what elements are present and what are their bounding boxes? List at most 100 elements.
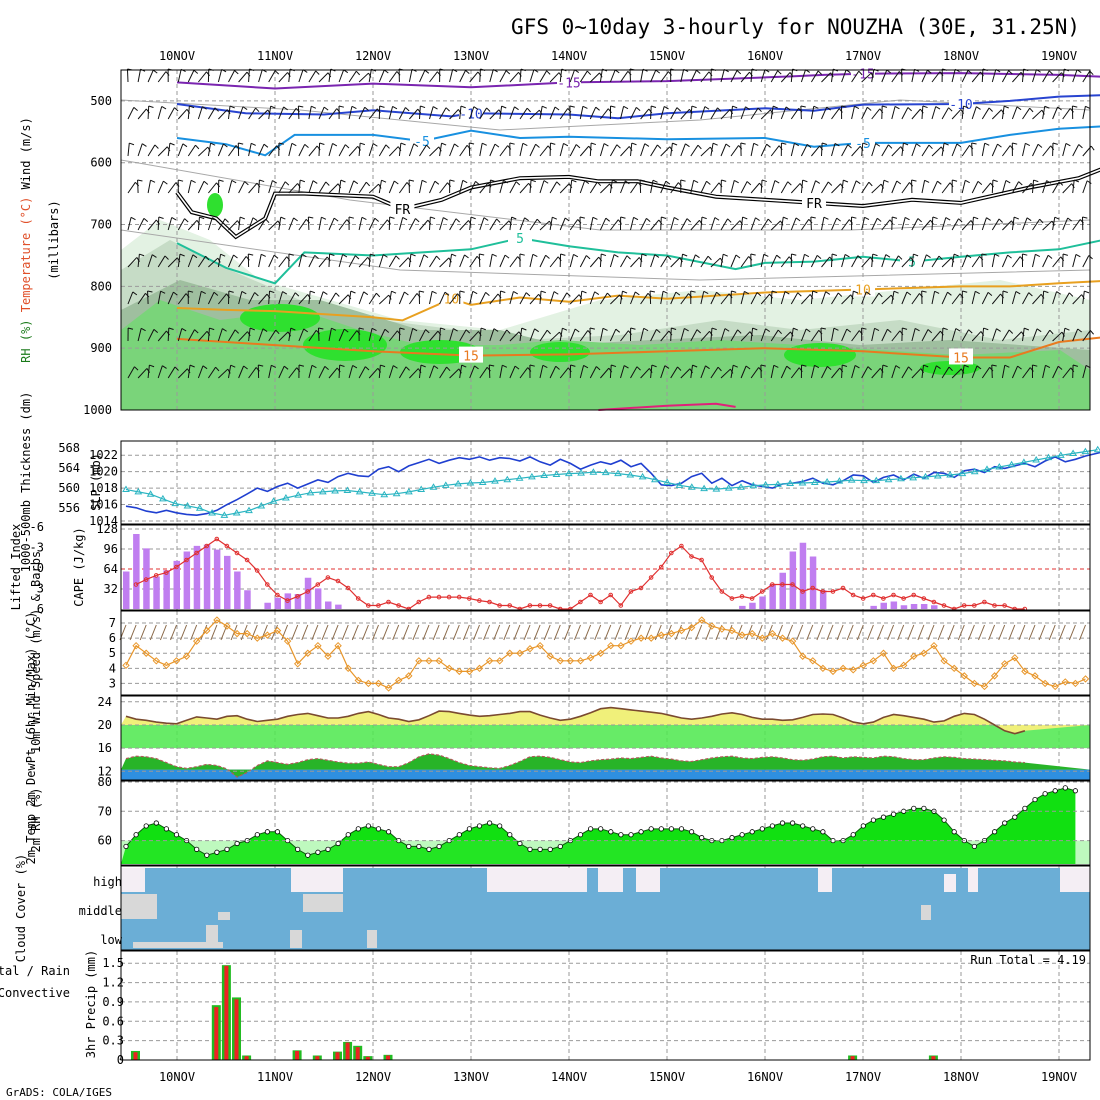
barb-staff bbox=[630, 217, 635, 231]
barb-flag bbox=[1016, 106, 1022, 111]
barb-staff bbox=[459, 290, 461, 305]
barb-flag bbox=[934, 290, 940, 294]
wind-barb-icon bbox=[187, 105, 195, 120]
barb-staff bbox=[981, 217, 987, 231]
wind-speed-point bbox=[283, 637, 292, 645]
wind-barb-icon bbox=[654, 624, 662, 641]
wind-barb-icon bbox=[670, 142, 678, 157]
barb-flag bbox=[877, 217, 882, 222]
barb-flag bbox=[569, 105, 575, 108]
barb-flag bbox=[696, 329, 702, 334]
wind-barb-icon bbox=[609, 105, 616, 120]
barb-flag bbox=[757, 107, 762, 113]
rh2m-point bbox=[658, 826, 664, 832]
barb-flag bbox=[396, 71, 401, 76]
wind-barb-icon bbox=[821, 181, 833, 194]
barb-staff bbox=[529, 180, 532, 194]
cape-bar bbox=[123, 571, 130, 609]
cape-bar bbox=[234, 571, 241, 609]
barb-staff bbox=[1031, 364, 1033, 379]
wind-speed-point bbox=[950, 664, 958, 673]
barb-staff bbox=[901, 68, 903, 83]
barb-staff bbox=[529, 69, 535, 83]
barb-staff bbox=[207, 217, 213, 231]
temperature-contour-label: FR bbox=[806, 197, 822, 212]
barb-flag bbox=[339, 364, 345, 367]
wind-speed-point bbox=[293, 660, 302, 668]
barb-flag bbox=[160, 290, 166, 294]
wind-speed-point bbox=[536, 641, 544, 650]
barb-staff bbox=[469, 256, 478, 268]
barb-staff bbox=[559, 69, 563, 83]
barb-staff bbox=[187, 365, 191, 379]
wind-barb-icon bbox=[594, 624, 602, 641]
barb-staff bbox=[881, 294, 892, 305]
barb-flag bbox=[278, 142, 284, 145]
wind-barb-icon bbox=[449, 328, 458, 342]
barb-staff bbox=[1052, 106, 1059, 120]
li-point bbox=[184, 557, 189, 563]
wind-barb-icon bbox=[720, 328, 730, 342]
wind-barb-icon bbox=[137, 217, 149, 231]
barb-staff bbox=[127, 327, 129, 342]
barb-flag bbox=[965, 179, 970, 184]
wind-barb-icon bbox=[468, 142, 475, 157]
barb-flag bbox=[894, 105, 900, 110]
barb-staff bbox=[780, 365, 788, 379]
wind-barb-icon bbox=[831, 217, 841, 231]
barb-staff bbox=[187, 70, 195, 83]
barb-flag bbox=[503, 180, 508, 184]
barb-flag bbox=[797, 292, 802, 297]
barb-staff bbox=[187, 219, 198, 231]
wind-barb-icon bbox=[479, 327, 486, 342]
barb-flag bbox=[233, 254, 238, 259]
barb-staff bbox=[127, 107, 135, 120]
temperature-fill bbox=[121, 707, 1090, 734]
wind-barb-icon bbox=[167, 366, 179, 379]
wind-barb-icon bbox=[937, 624, 945, 641]
barb-flag bbox=[128, 327, 134, 330]
barb-flag bbox=[825, 291, 831, 295]
barb-flag bbox=[323, 106, 329, 111]
thickness-point bbox=[405, 487, 413, 495]
barb-staff bbox=[459, 70, 466, 83]
wind-barb-icon bbox=[660, 106, 669, 120]
li-point bbox=[699, 557, 704, 563]
wind-barb-icon bbox=[620, 290, 628, 305]
rh2m-point bbox=[466, 826, 472, 832]
precip-axis-label: 3hr Precip (mm) bbox=[84, 950, 98, 1058]
barb-staff bbox=[459, 180, 464, 194]
rh2m-point bbox=[173, 832, 180, 838]
temp-panel-frame bbox=[120, 695, 1091, 781]
wind-barb-icon bbox=[358, 216, 367, 231]
barb-staff bbox=[1052, 217, 1056, 231]
barb-flag bbox=[667, 255, 672, 260]
wind-barb-icon bbox=[720, 218, 732, 231]
barb-staff bbox=[499, 180, 504, 194]
barb-flag bbox=[1047, 254, 1053, 259]
barb-flag bbox=[212, 217, 217, 221]
barb-staff bbox=[439, 366, 448, 379]
barb-flag bbox=[129, 142, 135, 146]
thickness-point bbox=[294, 491, 303, 498]
barb-flag bbox=[327, 72, 332, 78]
barb-staff bbox=[821, 366, 828, 379]
chart-title: GFS 0~10day 3-hourly for NOUZHA (30E, 31… bbox=[511, 15, 1080, 39]
wind-barb-icon bbox=[851, 70, 863, 83]
barb-staff bbox=[1001, 329, 1010, 342]
wind-barb-icon bbox=[770, 254, 781, 268]
barb-flag bbox=[837, 292, 843, 297]
barb-flag bbox=[928, 144, 933, 150]
barb-staff bbox=[137, 254, 140, 268]
wind-barb-icon bbox=[877, 624, 884, 641]
barb-staff bbox=[891, 255, 899, 268]
barb-staff bbox=[901, 291, 908, 305]
rh2m-point bbox=[941, 817, 947, 823]
wind-barb-icon bbox=[341, 624, 349, 641]
barb-flag bbox=[966, 254, 972, 259]
barb-staff bbox=[1042, 145, 1052, 157]
wind-barb-icon bbox=[680, 179, 686, 194]
wind-barb-icon bbox=[660, 290, 668, 305]
rh2m-point bbox=[587, 826, 594, 832]
barb-flag bbox=[1024, 327, 1030, 331]
